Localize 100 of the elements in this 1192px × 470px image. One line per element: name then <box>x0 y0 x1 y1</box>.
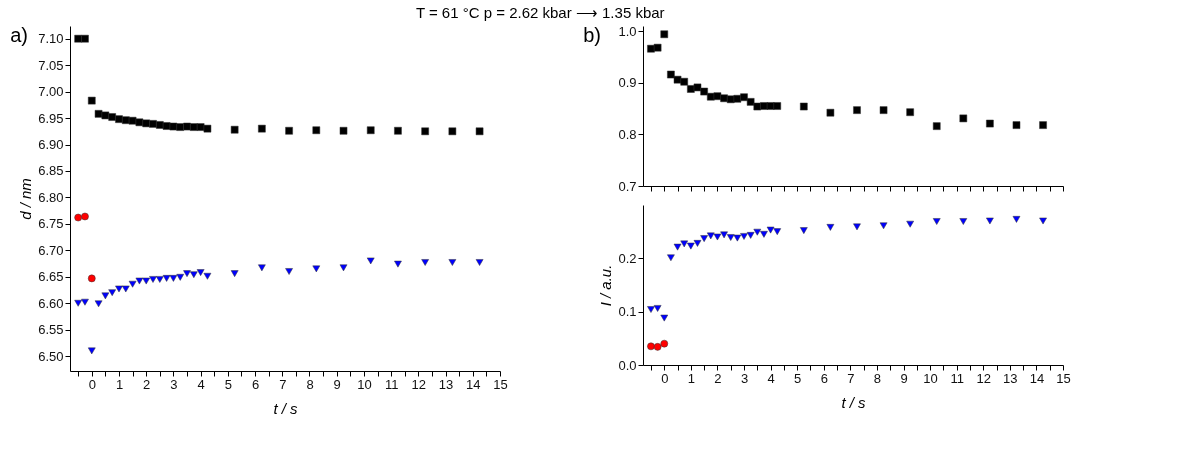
point <box>707 232 715 240</box>
point <box>673 243 682 251</box>
point <box>183 122 191 131</box>
x-tick-label: 3 <box>170 376 178 392</box>
point <box>87 96 96 105</box>
point <box>726 234 735 241</box>
x-tick-label: 3 <box>740 370 749 386</box>
point <box>101 292 110 300</box>
point <box>680 240 688 248</box>
point <box>312 265 321 273</box>
y-tick-label: 6.60 <box>38 295 64 311</box>
point <box>74 213 82 222</box>
y-tick-label: 6.75 <box>38 216 64 232</box>
text: T = 61 °C p = 2.62 kbar ⟶ 1.35 kbar <box>415 4 665 22</box>
point <box>1012 121 1021 129</box>
point <box>196 123 205 131</box>
x-tick-label: 2 <box>143 376 151 392</box>
point <box>753 228 762 236</box>
point <box>258 124 266 133</box>
y-tick-label: 6.90 <box>38 137 64 153</box>
point <box>394 260 402 268</box>
x-tick-label: 0 <box>661 370 669 386</box>
point <box>285 126 293 135</box>
text: a) <box>10 24 28 46</box>
x-tick-label: 2 <box>714 370 722 386</box>
y-tick-label: 7.05 <box>38 57 64 73</box>
point <box>746 232 755 239</box>
x-tick-label: 7 <box>847 370 855 386</box>
x-tick-label: 13 <box>438 376 454 392</box>
point <box>312 126 321 135</box>
point <box>826 108 835 117</box>
x-tick-label: 10 <box>357 376 372 392</box>
point <box>700 235 708 242</box>
point <box>339 264 348 272</box>
point <box>1012 216 1021 223</box>
point <box>230 270 239 277</box>
point <box>986 217 994 225</box>
point <box>94 110 103 118</box>
point <box>81 298 89 306</box>
x-tick-label: 13 <box>1003 370 1018 386</box>
point <box>128 280 137 288</box>
point <box>475 259 484 266</box>
point <box>421 259 429 266</box>
point <box>733 94 742 103</box>
point <box>879 106 888 114</box>
y-tick-label: 0.8 <box>618 126 637 142</box>
point <box>760 231 768 238</box>
point <box>853 223 861 231</box>
y-tick-label: 0.0 <box>618 357 637 373</box>
y-tick-label: 7.00 <box>38 84 64 100</box>
point <box>101 111 110 120</box>
x-tick-label: 0 <box>88 376 96 392</box>
point <box>853 106 861 114</box>
point <box>660 339 669 348</box>
point <box>142 119 150 128</box>
point <box>87 347 96 355</box>
point <box>647 306 655 313</box>
point <box>339 126 348 135</box>
x-tick-label: 6 <box>251 376 260 392</box>
point <box>959 114 968 123</box>
point <box>149 276 157 283</box>
point <box>687 242 695 250</box>
x-tick-label: 15 <box>493 376 508 392</box>
point <box>81 212 89 221</box>
point <box>169 275 178 282</box>
point <box>667 254 675 262</box>
x-axis-title: t / s <box>273 399 299 417</box>
point <box>169 122 178 131</box>
point <box>135 118 144 127</box>
point <box>258 264 266 272</box>
point <box>81 34 89 43</box>
x-tick-label: 10 <box>923 370 938 386</box>
y-tick-label: 0.9 <box>618 75 637 91</box>
text: b) <box>583 24 601 46</box>
x-tick-label: 5 <box>794 370 802 386</box>
point <box>176 274 185 281</box>
y-tick-label: 6.95 <box>38 110 64 126</box>
point <box>1039 121 1047 129</box>
point <box>693 240 702 247</box>
point <box>653 43 662 52</box>
point <box>773 102 782 110</box>
y-tick-label: 0.1 <box>618 304 637 320</box>
point <box>879 222 888 230</box>
point <box>176 123 185 131</box>
point <box>693 83 702 92</box>
x-tick-label: 9 <box>900 370 908 386</box>
point <box>448 259 457 266</box>
point <box>135 277 144 285</box>
point <box>959 218 968 225</box>
point <box>753 102 762 111</box>
point <box>647 342 655 351</box>
point <box>230 125 239 134</box>
y-axis-title: d / nm <box>17 178 35 220</box>
point <box>932 122 941 130</box>
point <box>740 233 748 240</box>
point <box>394 126 402 135</box>
point <box>108 113 116 121</box>
x-tick-label: 14 <box>466 376 481 392</box>
x-tick-label: 14 <box>1029 370 1045 386</box>
point <box>653 305 662 312</box>
